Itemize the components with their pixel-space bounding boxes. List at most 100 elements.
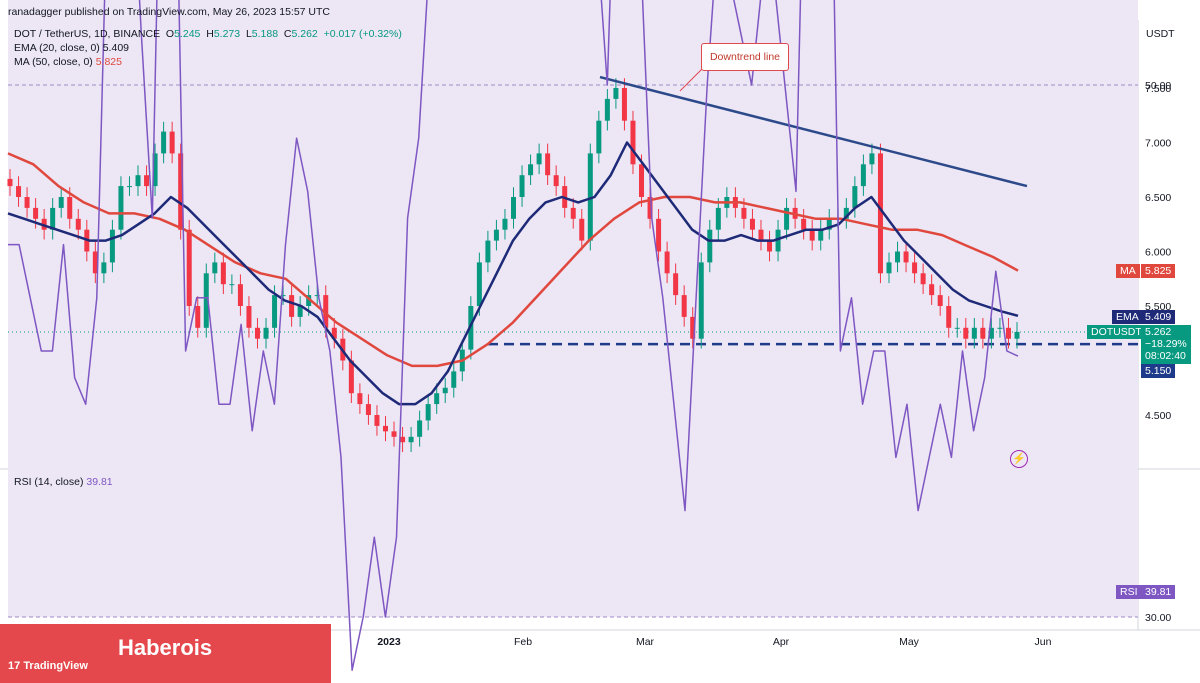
candle-body	[203, 273, 209, 328]
ema-price-tag: EMA	[1112, 310, 1143, 324]
time-tick-label: Feb	[514, 636, 532, 648]
candle-body	[767, 240, 773, 252]
candle-body	[903, 251, 909, 263]
candle-body	[451, 371, 457, 388]
ema-20-line	[7, 141, 1019, 406]
candle-body	[852, 186, 858, 208]
open-label: O	[165, 28, 175, 40]
rsi-legend[interactable]: RSI (14, close) 39.81	[14, 476, 113, 488]
candle-body	[229, 284, 235, 286]
candle-body	[365, 404, 371, 415]
candle-body	[306, 295, 312, 306]
close-value: 5.262	[291, 28, 318, 40]
tradingview-logo[interactable]: 17 TradingView	[8, 660, 88, 672]
price-tag-price: 5.262	[1145, 326, 1172, 338]
candle-body	[673, 273, 679, 296]
candle-body	[954, 327, 960, 329]
candle-body	[963, 327, 969, 339]
high-label: H	[206, 28, 214, 40]
candle-body	[741, 207, 747, 219]
price-tick-label: 6.500	[1145, 192, 1171, 204]
candle-body	[647, 197, 653, 219]
high-value: 5.273	[213, 28, 241, 40]
candle-body	[971, 327, 977, 339]
candle-body	[818, 229, 824, 241]
candle-body	[690, 316, 696, 339]
candle-body	[24, 197, 30, 208]
candle-body	[92, 251, 98, 274]
candle-body	[425, 404, 431, 421]
candle-body	[7, 178, 13, 187]
candle-body	[186, 229, 192, 306]
candle-body	[826, 218, 832, 230]
candle-body	[639, 164, 645, 197]
candle-body	[758, 229, 764, 241]
ma-price-tag: MA	[1116, 264, 1140, 278]
candle-body	[946, 306, 952, 328]
watermark-banner	[0, 624, 331, 683]
candle-body	[75, 218, 81, 230]
candle-body	[50, 207, 56, 230]
tradingview-logo-icon: 17	[8, 660, 21, 672]
lightning-icon[interactable]: ⚡	[1010, 450, 1028, 468]
candle-body	[152, 153, 158, 187]
ema-legend[interactable]: EMA (20, close, 0) 5.409	[14, 42, 129, 54]
candle-body	[195, 306, 201, 328]
candle-body	[58, 197, 64, 208]
time-tick-label: 2023	[377, 636, 401, 648]
annotation-pointer	[679, 65, 706, 92]
candle-body	[357, 393, 363, 405]
candle-body	[33, 207, 39, 219]
candle-body	[749, 218, 755, 230]
close-label: C	[283, 28, 292, 40]
open-value: 5.245	[174, 28, 201, 40]
candle-body	[161, 131, 167, 154]
candle-body	[417, 420, 423, 437]
candle-body	[101, 262, 107, 274]
candle-body	[997, 327, 1003, 329]
downtrend-line	[599, 75, 1028, 188]
candle-body	[254, 327, 260, 339]
ma-legend[interactable]: MA (50, close, 0) 5.825	[14, 56, 122, 68]
low-label: L	[245, 28, 252, 40]
price-tag-pct: −18.29%	[1145, 338, 1187, 350]
candle-body	[536, 153, 542, 165]
ma-legend-label: MA (50, close, 0)	[14, 56, 93, 68]
candle-body	[715, 207, 721, 230]
candle-body	[809, 229, 815, 241]
rsi-tick-label: 30.00	[1145, 612, 1171, 624]
candle-body	[126, 186, 132, 188]
candle-body	[511, 197, 516, 219]
candle-body	[289, 295, 295, 317]
symbol-name[interactable]: DOT / TetherUS, 1D, BINANCE	[14, 28, 161, 40]
rsi-legend-value: 39.81	[86, 476, 113, 488]
time-tick-label: May	[899, 636, 920, 648]
candle-body	[246, 306, 252, 328]
time-tick-label: Mar	[636, 636, 655, 648]
candle-body	[348, 360, 354, 394]
candle-body	[613, 88, 619, 99]
time-tick-label: Jun	[1035, 636, 1052, 648]
candle-body	[1014, 331, 1020, 339]
candle-body	[920, 273, 926, 285]
candle-body	[263, 327, 269, 339]
candle-body	[323, 295, 329, 328]
candle-body	[144, 175, 150, 187]
rsi-line	[8, 0, 1019, 671]
candle-body	[434, 393, 440, 405]
support-tag: 5.150	[1141, 364, 1176, 378]
rsi-value-tag: 39.81	[1141, 585, 1176, 599]
candle-body	[553, 175, 559, 187]
candle-body	[519, 175, 525, 197]
candle-body	[801, 218, 807, 230]
candle-body	[664, 251, 670, 274]
ma-value-tag: 5.825	[1141, 264, 1176, 278]
candle-body	[681, 295, 687, 317]
candle-body	[135, 175, 141, 187]
candle-body	[374, 415, 380, 426]
price-tag: 5.262 −18.29% 08:02:40	[1141, 325, 1191, 364]
price-tick-label: 7.500	[1145, 83, 1171, 95]
downtrend-annotation[interactable]: Downtrend line	[701, 43, 789, 71]
change-value: +0.017 (+0.32%)	[323, 28, 402, 40]
rsi-legend-label: RSI (14, close)	[14, 476, 84, 488]
